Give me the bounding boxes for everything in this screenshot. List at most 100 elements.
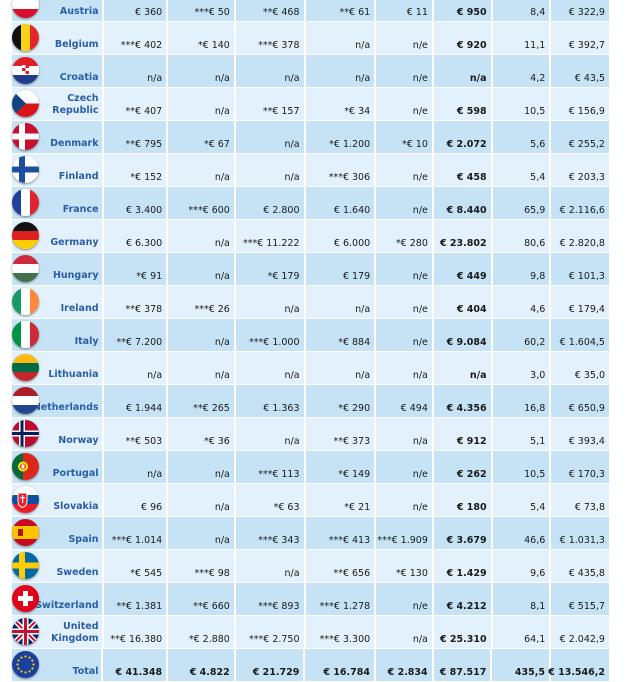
country-cell: Portugal	[12, 451, 102, 483]
cell-col-3: ***€ 2.750	[235, 616, 304, 648]
country-name: Portugal	[52, 468, 99, 479]
table-row: Hungary *€ 91 n/a *€ 179 € 179 n/e € 449 9,8 € 1…	[12, 253, 609, 286]
table-row: Netherlands € 1.944 **€ 265 € 1.363 *€ 290 € …	[12, 385, 609, 418]
country-name: Germany	[50, 237, 99, 248]
cell-col-population: 3,0	[492, 352, 550, 384]
cell-col-5: n/a	[376, 418, 432, 450]
country-cell: Netherlands	[12, 385, 102, 417]
cell-col-5: n/a	[376, 616, 432, 648]
cell-col-1: **€ 1.381	[103, 583, 167, 615]
cell-col-1: *€ 545	[103, 550, 167, 582]
cell-col-1: **€ 503	[103, 418, 167, 450]
cell-col-gdp: € 203,3	[551, 154, 609, 186]
table-row: Czech Republic **€ 407 n/a **€ 157 *€ 34 n/e €…	[12, 88, 609, 121]
cell-col-3: n/a	[235, 121, 304, 153]
cell-col-total: € 1.429	[433, 550, 491, 582]
table-row: Italy **€ 7.200 n/a ***€ 1.000 *€ 884 n/e € 9.…	[12, 319, 609, 352]
table-row: Norway **€ 503 *€ 36 n/a **€ 373 n/a € 912 5,1 €…	[12, 418, 609, 451]
italy-flag-icon	[12, 321, 39, 348]
cell-col-4: *€ 290	[305, 385, 375, 417]
cell-col-4: € 16.784	[305, 649, 374, 681]
cell-col-5: *€ 130	[376, 550, 432, 582]
cell-col-1: **€ 407	[103, 88, 167, 120]
germany-flag-icon	[12, 222, 39, 249]
cell-col-1: n/a	[103, 352, 167, 384]
finland-flag-icon	[12, 156, 39, 183]
cell-col-4: € 1.640	[305, 187, 375, 219]
cell-col-1: € 1.944	[103, 385, 167, 417]
cell-col-gdp: € 73,8	[551, 484, 609, 516]
cell-col-5: *€ 10	[376, 121, 432, 153]
cell-col-2: n/a	[168, 484, 234, 516]
table-row: Austria € 360 ***€ 50 **€ 468 **€ 61 € 11 € 95…	[12, 0, 609, 22]
table-row: Croatia n/a n/a n/a n/a n/e n/a 4,2 € 43,5	[12, 55, 609, 88]
cell-col-total: € 8.440	[433, 187, 491, 219]
cell-col-3: n/a	[235, 352, 304, 384]
cell-col-5: n/e	[376, 319, 432, 351]
cell-col-4: ***€ 306	[305, 154, 375, 186]
cell-col-gdp: € 255,2	[551, 121, 609, 153]
cell-col-1: € 6.300	[103, 220, 167, 252]
cell-col-3: *€ 179	[235, 253, 304, 285]
cell-col-population: 60,2	[492, 319, 550, 351]
cell-col-5: n/e	[376, 187, 432, 219]
cell-col-total: € 920	[433, 22, 491, 54]
country-cell: Hungary	[12, 253, 102, 285]
cell-col-total: n/a	[433, 55, 491, 87]
cell-col-3: n/a	[235, 154, 304, 186]
country-cell: Belgium	[12, 22, 102, 54]
cell-col-total: € 449	[433, 253, 491, 285]
country-cell: Finland	[12, 154, 102, 186]
country-name: Belgium	[54, 39, 99, 50]
cell-col-gdp: € 2.116,6	[551, 187, 609, 219]
cell-col-1: n/a	[103, 451, 167, 483]
cell-col-2: **€ 660	[168, 583, 234, 615]
cell-col-gdp: € 322,9	[551, 0, 609, 21]
table-row: Ireland **€ 378 ***€ 26 n/a n/a n/e € 404 4,6 € …	[12, 286, 609, 319]
cell-col-5: ***€ 1.909	[376, 517, 432, 549]
table-row: Switzerland **€ 1.381 **€ 660 ***€ 893 ***€ …	[12, 583, 609, 616]
eu-flag-icon	[12, 651, 39, 678]
cell-col-1: € 360	[103, 0, 167, 21]
cell-col-3: n/a	[235, 55, 304, 87]
lithuania-flag-icon	[12, 354, 39, 381]
country-cell: Switzerland	[12, 583, 102, 615]
country-cell: Sweden	[12, 550, 102, 582]
cell-col-3: **€ 468	[235, 0, 304, 21]
table-row: Belgium ***€ 402 *€ 140 ***€ 378 n/a n/e € 920…	[12, 22, 609, 55]
cell-col-5: € 11	[376, 0, 432, 21]
cell-col-gdp: € 435,8	[551, 550, 609, 582]
cell-col-2: n/a	[168, 154, 234, 186]
austria-flag-icon	[12, 0, 39, 18]
cell-col-4: n/a	[305, 22, 375, 54]
cell-col-3: *€ 63	[235, 484, 304, 516]
czech-flag-icon	[12, 90, 39, 117]
uk-flag-icon	[12, 618, 39, 645]
hungary-flag-icon	[12, 255, 39, 282]
cell-col-2: n/a	[168, 451, 234, 483]
cell-col-1: n/a	[103, 55, 167, 87]
country-name: Italy	[74, 336, 99, 347]
cell-col-1: **€ 7.200	[103, 319, 167, 351]
cell-col-total: € 4.212	[433, 583, 491, 615]
table-row: Denmark **€ 795 *€ 67 n/a *€ 1.200 *€ 10 € 2.0…	[12, 121, 609, 154]
cell-col-total: € 4.356	[433, 385, 491, 417]
cell-col-population: 8,4	[492, 0, 550, 21]
cell-col-population: 64,1	[492, 616, 550, 648]
cell-col-4: *€ 1.200	[305, 121, 375, 153]
norway-flag-icon	[12, 420, 39, 447]
cell-col-2: ***€ 26	[168, 286, 234, 318]
cell-col-gdp: € 392,7	[551, 22, 609, 54]
cell-col-4: **€ 373	[305, 418, 375, 450]
country-name: Ireland	[60, 303, 99, 314]
cell-col-3: ***€ 893	[235, 583, 304, 615]
table-row: Spain ***€ 1.014 n/a ***€ 343 ***€ 413 ***€ 1…	[12, 517, 609, 550]
cell-col-3: ***€ 11.222	[235, 220, 304, 252]
cell-col-population: 5,4	[492, 484, 550, 516]
country-name: France	[62, 204, 99, 215]
cell-col-gdp: € 1.604,5	[551, 319, 609, 351]
table-row: Finland *€ 152 n/a n/a ***€ 306 n/e € 458 5,4 € …	[12, 154, 609, 187]
country-cell: Italy	[12, 319, 102, 351]
cell-col-4: *€ 34	[305, 88, 375, 120]
country-name: Croatia	[59, 72, 99, 83]
